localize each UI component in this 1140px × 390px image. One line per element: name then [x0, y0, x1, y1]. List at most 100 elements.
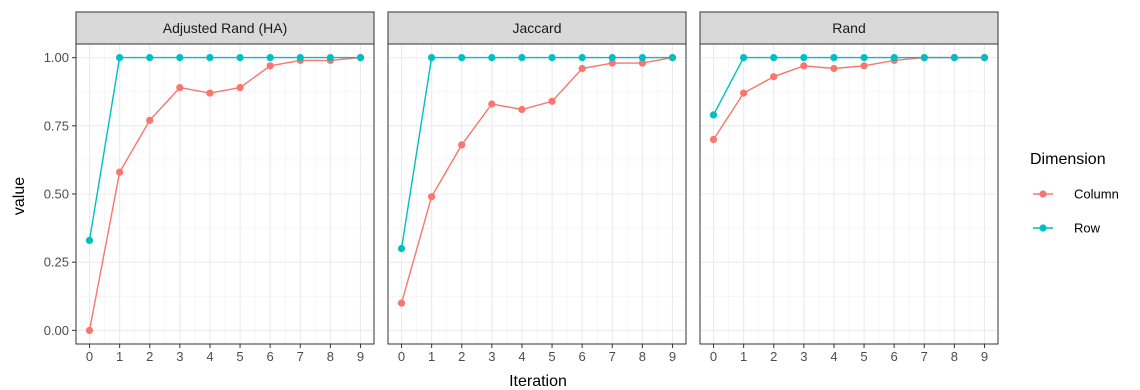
data-point: [236, 84, 244, 92]
data-point: [770, 54, 778, 62]
facet-panel-2: Jaccard 0 1 2 3 4 5 6 7 8 9: [387, 11, 687, 364]
x-tick-label: 6: [891, 349, 898, 364]
x-tick-label: 8: [951, 349, 958, 364]
data-point: [709, 135, 718, 144]
x-tick-label: 1: [428, 349, 435, 364]
x-tick-label: 6: [267, 349, 274, 364]
x-tick-label: 4: [518, 349, 525, 364]
facet-strip: [387, 11, 687, 45]
data-point: [770, 73, 778, 81]
x-tick-label: 1: [116, 349, 123, 364]
facet-title: Adjusted Rand (HA): [163, 20, 288, 36]
data-point: [85, 236, 94, 244]
data-point: [638, 54, 647, 62]
facet-panels: Adjusted Rand (HA) 0 1 2 3 4 5 6 7 8 9 0.00 0.25 0.50…: [44, 11, 999, 364]
facet-panel-3: Rand 0 1 2 3 4 5 6 7 8 9: [699, 11, 999, 364]
data-point: [397, 299, 406, 307]
data-point: [890, 54, 898, 62]
legend-label: Column: [1074, 187, 1119, 202]
data-point: [266, 62, 274, 70]
x-tick-label: 4: [830, 349, 837, 364]
series-line: [712, 56, 985, 116]
legend-key-point: [1039, 224, 1047, 232]
series-row: [709, 54, 989, 119]
x-tick-label: 0: [86, 349, 93, 364]
legend-title: Dimension: [1030, 151, 1106, 168]
data-point: [920, 54, 928, 62]
legend-key-point: [1039, 190, 1047, 198]
x-tick-label: 4: [206, 349, 213, 364]
y-axis-title: value: [11, 177, 28, 215]
x-tick-label: 9: [357, 349, 364, 364]
x-tick-label: 0: [398, 349, 405, 364]
legend-label: Row: [1074, 221, 1101, 236]
data-point: [116, 54, 124, 62]
data-point: [608, 54, 616, 62]
data-point: [356, 54, 365, 62]
legend: Dimension Column Row: [1030, 151, 1119, 236]
x-tick-label: 2: [770, 349, 777, 364]
x-tick-label: 9: [669, 349, 676, 364]
data-point: [860, 62, 868, 70]
data-point: [740, 89, 748, 97]
data-point: [638, 59, 647, 67]
x-tick-label: 7: [609, 349, 616, 364]
data-point: [488, 100, 496, 108]
x-tick-label: 2: [146, 349, 153, 364]
data-point: [458, 141, 466, 149]
y-tick-label: 0.25: [44, 255, 69, 270]
legend-entry-column: Column: [1033, 187, 1119, 202]
y-tick-label: 0.00: [44, 323, 69, 338]
data-point: [518, 54, 526, 62]
data-point: [548, 54, 556, 62]
data-point: [830, 54, 838, 62]
data-point: [236, 54, 244, 62]
panel-border: [387, 43, 687, 345]
data-point: [709, 111, 718, 119]
data-point: [326, 54, 334, 62]
series-line: [88, 56, 361, 241]
x-tick-label: 3: [176, 349, 183, 364]
data-point: [206, 89, 214, 97]
data-point: [176, 54, 184, 62]
data-point: [518, 105, 526, 114]
data-point: [85, 326, 94, 334]
data-point: [296, 54, 304, 62]
x-tick-label: 5: [860, 349, 867, 364]
y-tick-label: 0.50: [44, 187, 69, 202]
series-line: [88, 56, 361, 331]
x-tick-label: 3: [800, 349, 807, 364]
data-point: [146, 54, 154, 62]
data-point: [428, 193, 436, 201]
facet-strip: [75, 11, 375, 45]
panel-border: [699, 43, 999, 345]
facet-panel-1: Adjusted Rand (HA) 0 1 2 3 4 5 6 7 8 9 0.00 0.25 0.50…: [44, 11, 375, 364]
data-point: [458, 54, 466, 62]
facet-title: Rand: [832, 20, 865, 36]
x-tick-label: 9: [981, 349, 988, 364]
data-point: [116, 168, 124, 176]
x-tick-label: 1: [740, 349, 747, 364]
x-axis-title: Iteration: [509, 373, 567, 390]
data-point: [668, 54, 677, 62]
data-point: [860, 54, 868, 62]
y-tick-label: 1.00: [44, 50, 69, 65]
y-tick-label: 0.75: [44, 118, 69, 133]
series-row: [397, 54, 677, 253]
x-tick-label: 8: [327, 349, 334, 364]
legend-entry-row: Row: [1033, 221, 1101, 236]
data-point: [206, 54, 214, 62]
data-point: [980, 54, 989, 62]
data-point: [608, 59, 616, 67]
x-tick-label: 6: [579, 349, 586, 364]
x-tick-label: 8: [639, 349, 646, 364]
series-row: [85, 54, 365, 244]
data-point: [740, 54, 748, 62]
data-point: [266, 54, 274, 62]
x-tick-label: 7: [297, 349, 304, 364]
x-tick-label: 5: [548, 349, 555, 364]
data-point: [578, 64, 586, 73]
data-point: [830, 64, 838, 73]
facet-title: Jaccard: [512, 20, 561, 36]
x-tick-label: 7: [921, 349, 928, 364]
